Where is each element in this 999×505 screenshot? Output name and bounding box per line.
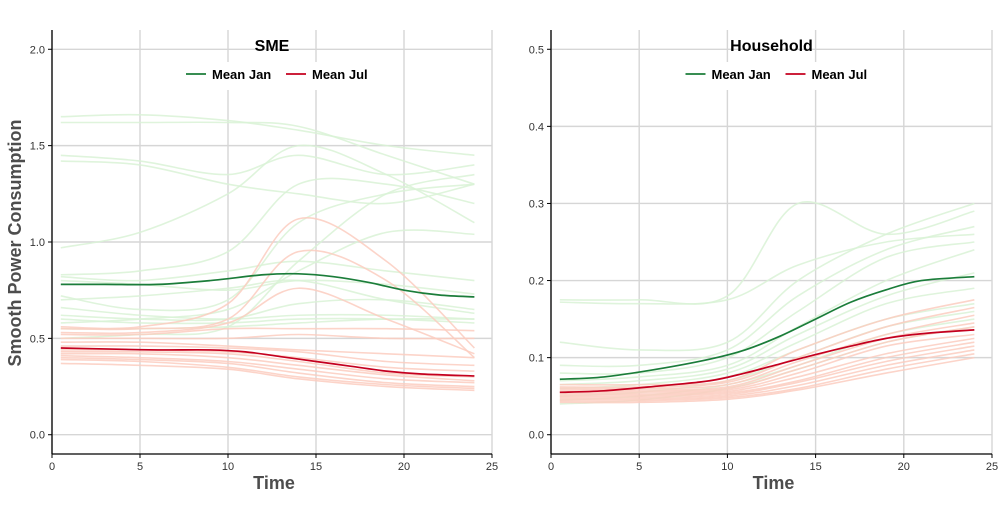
jan-day-curve: [60, 279, 475, 315]
jan-day-curve: [559, 201, 975, 305]
x-tick-label: 0: [548, 461, 554, 473]
jul-day-curve: [60, 358, 475, 390]
jan-day-curve: [60, 160, 475, 205]
jul-day-curve: [60, 341, 475, 359]
jan-day-curve: [60, 229, 475, 324]
y-tick-label: 0.1: [529, 353, 544, 365]
y-tick-label: 0.4: [529, 121, 544, 133]
y-tick-label: 1.0: [30, 237, 45, 249]
x-tick-label: 25: [986, 461, 998, 473]
jan-day-curve: [559, 241, 975, 375]
legend-item-mean-jul: Mean Jul: [286, 67, 368, 82]
x-tick-label: 5: [137, 461, 143, 473]
jan-day-curve: [60, 306, 475, 320]
jul-day-curve: [559, 345, 975, 399]
y-tick-label: 0.5: [529, 44, 544, 56]
legend-label: Mean Jul: [312, 67, 368, 82]
legend-label: Mean Jan: [212, 67, 271, 82]
jul-day-curve: [559, 299, 975, 386]
jul-day-curve: [559, 337, 975, 396]
jan-day-curve: [60, 144, 475, 249]
jan-day-curve: [559, 233, 975, 305]
y-tick-label: 0.0: [529, 430, 544, 442]
jan-day-curve: [60, 183, 475, 312]
jul-day-curve: [559, 356, 975, 404]
legend-background: [679, 62, 864, 90]
background-curves: [60, 113, 475, 392]
jul-day-curve: [60, 216, 475, 349]
jul-day-curve: [60, 249, 475, 359]
jul-day-curve: [559, 326, 975, 393]
jul-day-curve: [559, 352, 975, 402]
panel-sme: 0.0 0.5 1.0 1.5 2.0 0 5 10 15 20 25 Time SME Mean Jan…: [30, 30, 498, 493]
jul-day-curve: [559, 306, 975, 389]
jan-day-curve: [559, 225, 975, 368]
jul-day-curve: [60, 327, 475, 336]
y-tick-label: 0.5: [30, 333, 45, 345]
x-axis-title: Time: [253, 473, 295, 493]
jan-day-curve: [60, 154, 475, 176]
x-axis-title: Time: [753, 473, 795, 493]
x-tick-label: 25: [486, 461, 498, 473]
y-tick-label: 0.2: [529, 276, 544, 288]
x-tick-label: 5: [636, 461, 642, 473]
jul-day-curve: [60, 352, 475, 382]
jul-day-curve: [559, 341, 975, 398]
series-line-mean-jul: [559, 329, 975, 394]
x-tick-label: 20: [398, 461, 410, 473]
jul-day-curve: [60, 345, 475, 367]
jan-day-curve: [60, 121, 475, 185]
jul-day-curve: [60, 287, 475, 355]
background-curves: [559, 201, 975, 405]
legend: Mean Jan Mean Jul: [679, 62, 868, 90]
jul-day-curve: [559, 333, 975, 395]
y-tick-label: 0.3: [529, 198, 544, 210]
jul-day-curve: [559, 349, 975, 401]
x-tick-label: 10: [222, 461, 234, 473]
y-tick-label: 0.0: [30, 430, 45, 442]
panel-household: 0.0 0.1 0.2 0.3 0.4 0.5 0 5 10 15 20 25 Time Househol…: [529, 30, 998, 493]
series-line-mean-jan: [559, 275, 975, 381]
legend-label: Mean Jan: [712, 67, 771, 82]
y-tick-label: 2.0: [30, 44, 45, 56]
jul-day-curve: [60, 356, 475, 388]
x-tick-label: 10: [721, 461, 733, 473]
y-axis-title: Smooth Power Consumption: [5, 120, 25, 367]
jan-day-curve: [559, 202, 975, 352]
legend-background: [180, 62, 364, 90]
x-tick-label: 0: [49, 461, 55, 473]
jul-day-curve: [60, 362, 475, 392]
jan-day-curve: [60, 177, 475, 276]
legend-item-mean-jan: Mean Jan: [186, 67, 271, 82]
x-tick-label: 20: [898, 461, 910, 473]
jul-day-curve: [60, 350, 475, 378]
legend-item-mean-jan: Mean Jan: [685, 67, 771, 82]
panel-title: SME: [255, 38, 290, 55]
legend-label: Mean Jul: [812, 67, 868, 82]
jul-day-curve: [60, 333, 475, 340]
legend-item-mean-jul: Mean Jul: [785, 67, 868, 82]
jan-day-curve: [559, 272, 975, 386]
panel-title: Household: [730, 38, 813, 55]
y-tick-label: 1.5: [30, 141, 45, 153]
jan-day-curve: [559, 310, 975, 397]
jan-day-curve: [60, 113, 475, 157]
series-line-mean-jul: [60, 347, 475, 377]
legend: Mean Jan Mean Jul: [180, 62, 368, 90]
x-tick-label: 15: [310, 461, 322, 473]
jul-day-curve: [60, 354, 475, 384]
series-line-mean-jan: [60, 272, 475, 298]
x-tick-label: 15: [809, 461, 821, 473]
jan-day-curve: [559, 248, 975, 382]
